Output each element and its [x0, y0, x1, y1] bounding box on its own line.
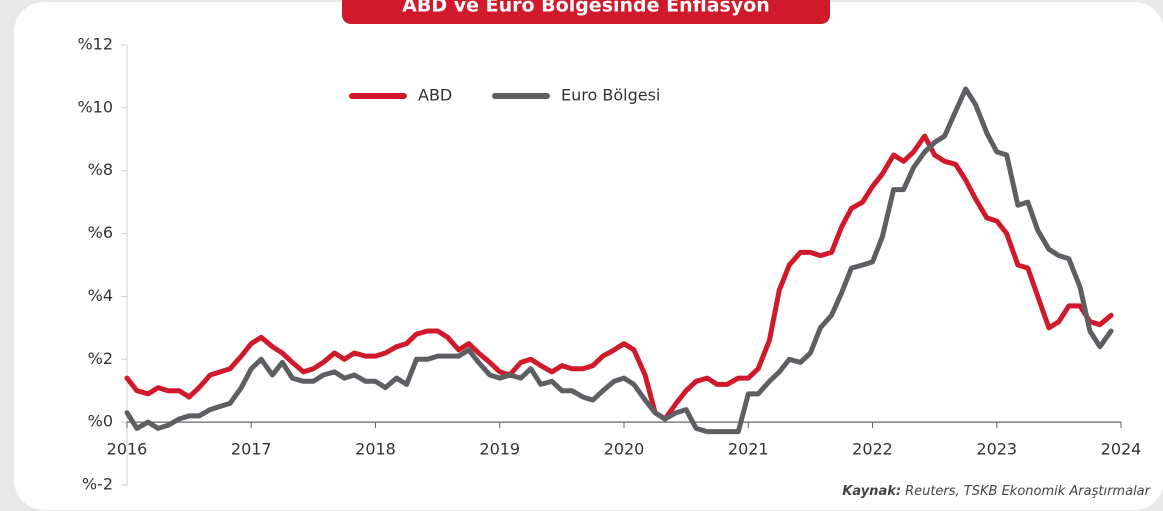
source: Kaynak: Reuters, TSKB Ekonomik Araştırmal…: [842, 484, 1151, 499]
title-tab: [342, 0, 830, 24]
series-line: [124, 133, 1114, 422]
x-tick-label: 2018: [355, 440, 396, 459]
panel: [14, 2, 1163, 510]
x-tick-label: 2023: [976, 440, 1017, 459]
x-tick-label: 2020: [604, 440, 645, 459]
source-label: Kaynak:: [842, 484, 901, 499]
y-tick-label: %8: [88, 160, 113, 179]
x-tick-label: 2022: [852, 440, 893, 459]
y-tick-label: %6: [88, 223, 113, 242]
x-tick-label: 2024: [1101, 440, 1142, 459]
x-tick-label: 2016: [107, 440, 148, 459]
legend-label: ABD: [418, 86, 452, 105]
y-tick-label: %-2: [82, 475, 113, 494]
x-tick-label: 2019: [479, 440, 520, 459]
y-tick-label: %2: [88, 349, 113, 368]
y-tick-label: %12: [77, 35, 113, 54]
x-tick-label: 2021: [728, 440, 769, 459]
chart-title: ABD ve Euro Bölgesinde Enflasyon: [402, 0, 770, 17]
y-tick-label: %0: [88, 412, 113, 431]
y-tick-label: %10: [77, 97, 113, 116]
y-tick-label: %4: [88, 286, 113, 305]
x-tick-label: 2017: [231, 440, 272, 459]
legend-label: Euro Bölgesi: [561, 86, 660, 105]
series-line: [124, 86, 1114, 435]
source-text: Reuters, TSKB Ekonomik Araştırmalar: [905, 484, 1152, 499]
